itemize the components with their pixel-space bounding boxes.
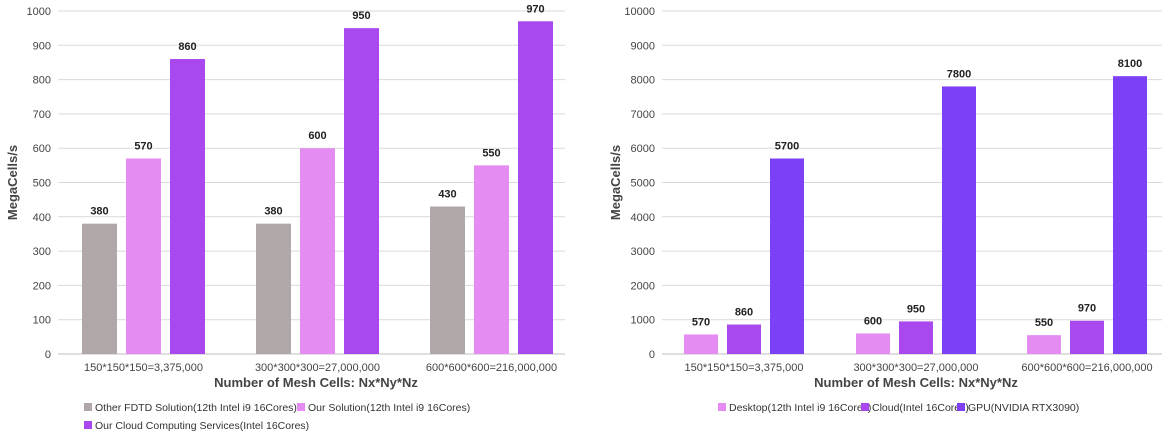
bar <box>727 324 761 354</box>
legend-swatch <box>861 403 869 411</box>
bar <box>518 21 553 354</box>
bar <box>430 206 465 354</box>
x-axis-title: Number of Mesh Cells: Nx*Ny*Nz <box>814 375 1018 390</box>
x-tick-label: 600*600*600=216,000,000 <box>1021 362 1152 374</box>
legend-label: Desktop(12th Intel i9 16Cores) <box>729 402 871 414</box>
y-tick-label: 8000 <box>631 75 655 87</box>
legend-label: Our Cloud Computing Services(Intel 16Cor… <box>95 420 309 432</box>
bar <box>684 334 718 354</box>
bar <box>1113 76 1147 355</box>
bar <box>344 28 379 355</box>
x-tick-label: 150*150*150=3,375,000 <box>685 362 804 374</box>
chart-1: 0 100 200 300 400 500 600 700 800 900 1000 380 570 86… <box>5 3 565 432</box>
x-tick-label: 300*300*300=27,000,000 <box>853 362 978 374</box>
legend-swatch <box>957 403 965 411</box>
bar <box>899 321 933 354</box>
y-tick-label: 200 <box>33 280 51 292</box>
legend-swatch <box>297 403 305 411</box>
y-tick-label: 4000 <box>631 212 655 224</box>
bar-value-label: 860 <box>735 307 753 319</box>
x-tick-label: 300*300*300=27,000,000 <box>255 362 380 374</box>
bar-value-label: 600 <box>308 130 326 142</box>
y-axis-title: MegaCells/s <box>5 145 20 220</box>
bar-value-label: 550 <box>482 147 500 159</box>
y-tick-label: 0 <box>649 349 655 361</box>
x-axis-title: Number of Mesh Cells: Nx*Ny*Nz <box>214 375 418 390</box>
bar-value-label: 860 <box>178 41 196 53</box>
y-tick-label: 1000 <box>631 315 655 327</box>
y-tick-label: 2000 <box>631 280 655 292</box>
bar <box>300 148 335 354</box>
bar-value-label: 600 <box>864 315 882 327</box>
bar <box>770 158 804 354</box>
bar <box>82 223 117 354</box>
bar-value-label: 970 <box>526 3 544 15</box>
y-tick-label: 400 <box>33 212 51 224</box>
legend-swatch <box>84 421 92 429</box>
bar-value-label: 570 <box>692 316 710 328</box>
bar-value-label: 950 <box>352 10 370 22</box>
legend-swatch <box>718 403 726 411</box>
bar <box>1027 335 1061 354</box>
y-tick-label: 0 <box>45 349 51 361</box>
bar-value-label: 8100 <box>1118 58 1142 70</box>
y-tick-label: 7000 <box>631 109 655 121</box>
bar-value-label: 950 <box>907 303 925 315</box>
bar-value-label: 430 <box>438 189 456 201</box>
y-tick-label: 600 <box>33 143 51 155</box>
bar-value-label: 5700 <box>775 140 799 152</box>
bar-value-label: 970 <box>1078 303 1096 315</box>
legend: Desktop(12th Intel i9 16Cores) Cloud(Inte… <box>718 402 1079 414</box>
bar <box>856 333 890 354</box>
legend: Other FDTD Solution(12th Intel i9 16Core… <box>84 402 470 432</box>
y-tick-label: 700 <box>33 109 51 121</box>
y-tick-label: 300 <box>33 246 51 258</box>
bar <box>942 86 976 355</box>
bar-value-label: 7800 <box>947 68 971 80</box>
y-tick-label: 6000 <box>631 143 655 155</box>
y-tick-label: 900 <box>33 40 51 52</box>
y-tick-label: 1000 <box>27 6 51 18</box>
bar <box>1070 320 1104 354</box>
bar-value-label: 380 <box>264 206 282 218</box>
bar <box>474 165 509 354</box>
y-tick-label: 10000 <box>624 6 655 18</box>
legend-label: Our Solution(12th Intel i9 16Cores) <box>308 402 470 414</box>
y-tick-label: 5000 <box>631 178 655 190</box>
chart-2: 0 1000 2000 3000 4000 5000 6000 7000 8000 9000 100… <box>608 6 1162 414</box>
x-tick-label: 600*600*600=216,000,000 <box>426 362 557 374</box>
bar <box>256 223 291 354</box>
legend-label: Other FDTD Solution(12th Intel i9 16Core… <box>95 402 297 414</box>
bar-value-label: 550 <box>1035 317 1053 329</box>
bar <box>170 59 205 355</box>
bar-value-label: 380 <box>90 206 108 218</box>
y-tick-label: 800 <box>33 75 51 87</box>
x-tick-label: 150*150*150=3,375,000 <box>84 362 203 374</box>
legend-label: GPU(NVIDIA RTX3090) <box>968 402 1079 414</box>
y-tick-label: 100 <box>33 315 51 327</box>
y-tick-label: 9000 <box>631 40 655 52</box>
bar-value-label: 570 <box>134 140 152 152</box>
y-tick-label: 3000 <box>631 246 655 258</box>
y-tick-label: 500 <box>33 178 51 190</box>
y-axis-title: MegaCells/s <box>608 145 623 220</box>
legend-label: Cloud(Intel 16Cores) <box>872 402 969 414</box>
bar <box>126 158 161 354</box>
legend-swatch <box>84 403 92 411</box>
